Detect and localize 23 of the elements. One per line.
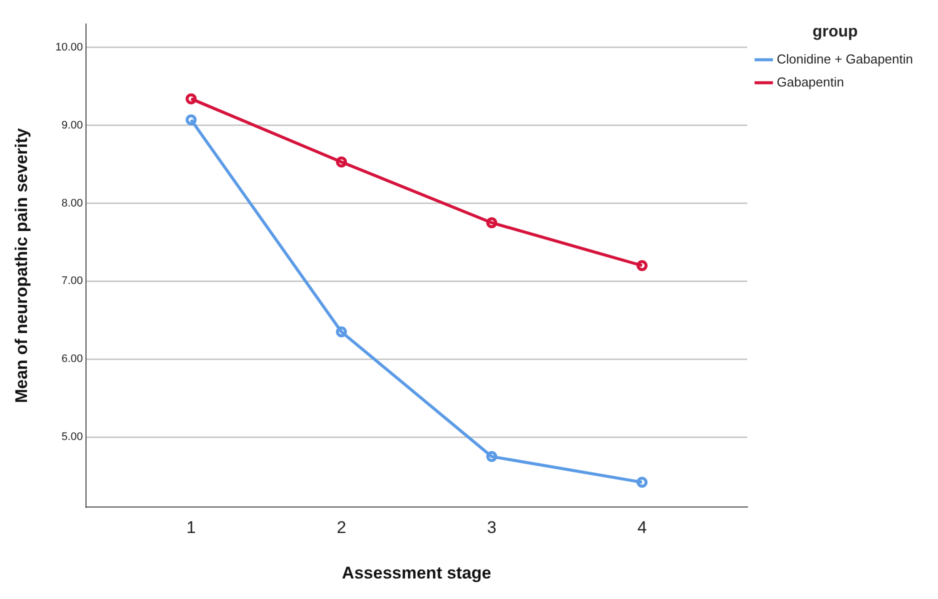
- x-tick-label: 4: [637, 518, 647, 538]
- y-axis-title: Mean of neuropathic pain severity: [12, 128, 31, 404]
- x-tick-label: 3: [487, 518, 496, 538]
- x-axis-title: Assessment stage: [342, 563, 492, 582]
- point: [186, 93, 197, 104]
- point: [636, 476, 648, 488]
- legend-title: group: [812, 23, 858, 40]
- legend-label: Gabapentin: [776, 74, 844, 90]
- point: [486, 451, 498, 462]
- point: [186, 114, 197, 126]
- y-tick-label: 9.00: [62, 119, 83, 132]
- y-tick-label: 10.00: [55, 41, 83, 54]
- point: [336, 326, 347, 338]
- point: [486, 217, 498, 228]
- x-tick-label: 1: [186, 518, 196, 538]
- point: [336, 156, 347, 168]
- y-tick-label: 7.00: [62, 275, 83, 288]
- point: [636, 260, 648, 272]
- legend-label: Clonidine + Gabapentin: [776, 51, 914, 66]
- x-tick-label: 2: [336, 518, 346, 538]
- y-tick-label: 5.00: [62, 431, 83, 444]
- y-tick-label: 8.00: [62, 197, 83, 210]
- y-tick-label: 6.00: [62, 353, 83, 366]
